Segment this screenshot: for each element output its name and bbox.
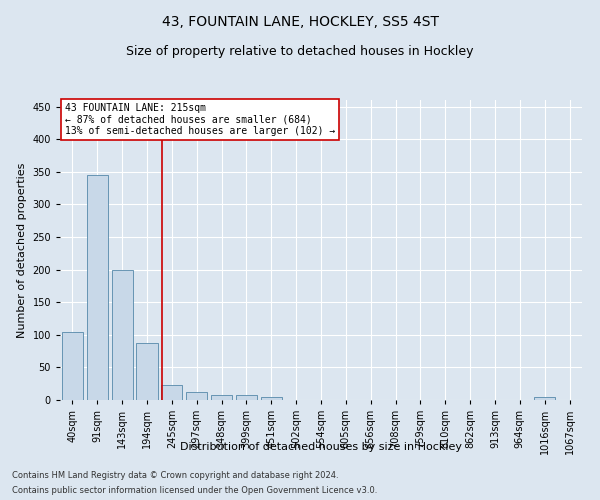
Bar [62,332,83,400]
Text: Distribution of detached houses by size in Hockley: Distribution of detached houses by size … [180,442,462,452]
Bar [261,396,282,400]
Y-axis label: Number of detached properties: Number of detached properties [17,162,27,338]
Bar [87,175,108,400]
Bar [186,392,207,400]
Bar [236,395,257,400]
Bar [161,385,182,400]
Text: Size of property relative to detached houses in Hockley: Size of property relative to detached ho… [126,45,474,58]
Text: Contains HM Land Registry data © Crown copyright and database right 2024.: Contains HM Land Registry data © Crown c… [12,471,338,480]
Text: 43 FOUNTAIN LANE: 215sqm
← 87% of detached houses are smaller (684)
13% of semi-: 43 FOUNTAIN LANE: 215sqm ← 87% of detach… [65,103,335,136]
Text: 43, FOUNTAIN LANE, HOCKLEY, SS5 4ST: 43, FOUNTAIN LANE, HOCKLEY, SS5 4ST [161,15,439,29]
Bar [211,395,232,400]
Bar [136,342,158,400]
Text: Contains public sector information licensed under the Open Government Licence v3: Contains public sector information licen… [12,486,377,495]
Bar [112,270,133,400]
Bar [534,398,555,400]
